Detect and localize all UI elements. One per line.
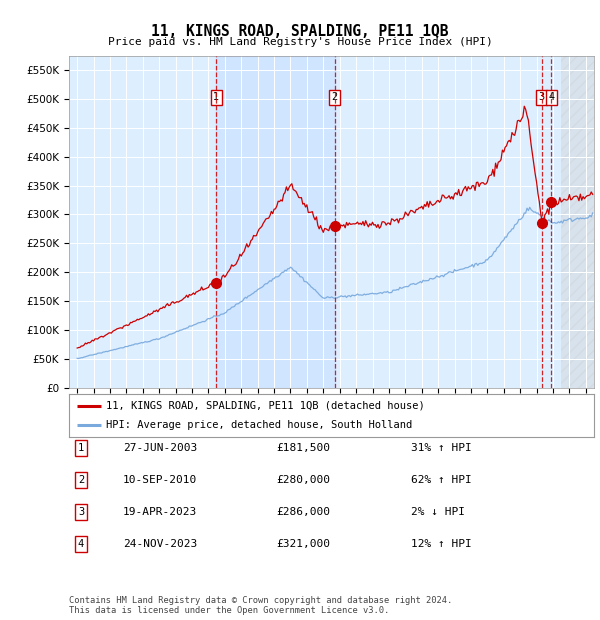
Text: 3: 3 bbox=[538, 92, 545, 102]
Text: £286,000: £286,000 bbox=[276, 507, 330, 517]
Bar bbox=[561, 56, 594, 388]
Text: £181,500: £181,500 bbox=[276, 443, 330, 453]
Text: 2: 2 bbox=[78, 475, 84, 485]
Bar bbox=[217, 56, 335, 388]
Text: 62% ↑ HPI: 62% ↑ HPI bbox=[411, 475, 472, 485]
Text: Price paid vs. HM Land Registry's House Price Index (HPI): Price paid vs. HM Land Registry's House … bbox=[107, 37, 493, 47]
Text: 1: 1 bbox=[214, 92, 220, 102]
Text: 31% ↑ HPI: 31% ↑ HPI bbox=[411, 443, 472, 453]
Text: 24-NOV-2023: 24-NOV-2023 bbox=[123, 539, 197, 549]
Text: £280,000: £280,000 bbox=[276, 475, 330, 485]
Text: 4: 4 bbox=[548, 92, 554, 102]
Text: 27-JUN-2003: 27-JUN-2003 bbox=[123, 443, 197, 453]
Text: HPI: Average price, detached house, South Holland: HPI: Average price, detached house, Sout… bbox=[106, 420, 412, 430]
Text: 2: 2 bbox=[331, 92, 338, 102]
Text: 10-SEP-2010: 10-SEP-2010 bbox=[123, 475, 197, 485]
Text: £321,000: £321,000 bbox=[276, 539, 330, 549]
Text: 2% ↓ HPI: 2% ↓ HPI bbox=[411, 507, 465, 517]
Text: 12% ↑ HPI: 12% ↑ HPI bbox=[411, 539, 472, 549]
Text: 3: 3 bbox=[78, 507, 84, 517]
Text: 1: 1 bbox=[78, 443, 84, 453]
Text: 4: 4 bbox=[78, 539, 84, 549]
Text: 11, KINGS ROAD, SPALDING, PE11 1QB (detached house): 11, KINGS ROAD, SPALDING, PE11 1QB (deta… bbox=[106, 401, 425, 411]
Text: 19-APR-2023: 19-APR-2023 bbox=[123, 507, 197, 517]
Text: 11, KINGS ROAD, SPALDING, PE11 1QB: 11, KINGS ROAD, SPALDING, PE11 1QB bbox=[151, 24, 449, 38]
Text: Contains HM Land Registry data © Crown copyright and database right 2024.
This d: Contains HM Land Registry data © Crown c… bbox=[69, 596, 452, 615]
